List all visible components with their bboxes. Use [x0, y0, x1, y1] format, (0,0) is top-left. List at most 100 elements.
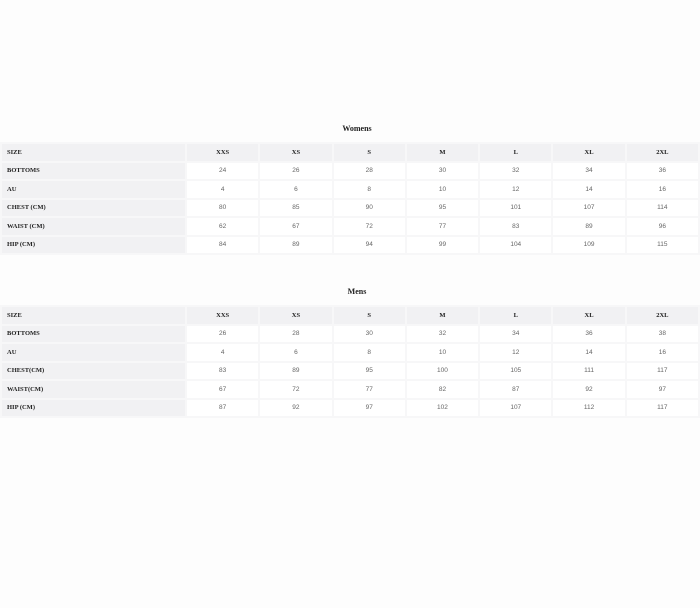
- table-cell: 12: [480, 181, 552, 198]
- table-cell: 97: [333, 399, 405, 416]
- table-cell: 30: [333, 325, 405, 342]
- size-header: XL: [553, 307, 625, 324]
- table-cell: 107: [553, 199, 625, 216]
- table-cell: 109: [553, 236, 625, 253]
- table-cell: 89: [260, 236, 332, 253]
- table-row: CHEST (CM) 80 85 90 95 101 107 114: [2, 199, 698, 216]
- table-cell: 90: [333, 199, 405, 216]
- row-label: WAIST (CM): [2, 218, 185, 235]
- table-cell: 30: [406, 162, 479, 179]
- size-header: M: [406, 144, 479, 161]
- table-row: BOTTOMS 26 28 30 32 34 36 38: [2, 325, 698, 342]
- table-row: CHEST(CM) 83 89 95 100 105 111 117: [2, 362, 698, 379]
- size-header: XS: [260, 307, 332, 324]
- table-row: HIP (CM) 87 92 97 102 107 112 117: [2, 399, 698, 416]
- table-cell: 96: [626, 218, 698, 235]
- table-cell: 92: [553, 381, 625, 398]
- size-header: M: [406, 307, 479, 324]
- table-cell: 99: [406, 236, 479, 253]
- table-cell: 8: [333, 344, 405, 361]
- table-cell: 97: [626, 381, 698, 398]
- table-cell: 28: [260, 325, 332, 342]
- table-row: AU 4 6 8 10 12 14 16: [2, 344, 698, 361]
- table-cell: 24: [187, 162, 259, 179]
- size-header: XXS: [187, 144, 259, 161]
- header-label: SIZE: [2, 144, 185, 161]
- header-label: SIZE: [2, 307, 185, 324]
- table-cell: 4: [187, 181, 259, 198]
- table-cell: 72: [260, 381, 332, 398]
- size-header: 2XL: [626, 144, 698, 161]
- table-cell: 102: [406, 399, 479, 416]
- table-cell: 95: [333, 362, 405, 379]
- table-cell: 36: [553, 325, 625, 342]
- table-cell: 16: [626, 181, 698, 198]
- table-cell: 95: [406, 199, 479, 216]
- table-row: WAIST(CM) 67 72 77 82 87 92 97: [2, 381, 698, 398]
- table-cell: 34: [553, 162, 625, 179]
- header-row: SIZE XXS XS S M L XL 2XL: [2, 144, 698, 161]
- table-row: WAIST (CM) 62 67 72 77 83 89 96: [2, 218, 698, 235]
- table-cell: 85: [260, 199, 332, 216]
- table-cell: 38: [626, 325, 698, 342]
- row-label: CHEST(CM): [2, 362, 185, 379]
- table-cell: 6: [260, 181, 332, 198]
- table-cell: 14: [553, 344, 625, 361]
- size-header: XL: [553, 144, 625, 161]
- table-cell: 8: [333, 181, 405, 198]
- mens-size-table: SIZE XXS XS S M L XL 2XL BOTTOMS 26 28 30 32 34 36 38 AU…: [0, 305, 700, 418]
- table-cell: 114: [626, 199, 698, 216]
- row-label: AU: [2, 181, 185, 198]
- table-cell: 107: [480, 399, 552, 416]
- table-cell: 32: [480, 162, 552, 179]
- table-cell: 105: [480, 362, 552, 379]
- table-cell: 84: [187, 236, 259, 253]
- table-cell: 117: [626, 362, 698, 379]
- row-label: BOTTOMS: [2, 162, 185, 179]
- row-label: CHEST (CM): [2, 199, 185, 216]
- table-cell: 104: [480, 236, 552, 253]
- table-cell: 4: [187, 344, 259, 361]
- header-row: SIZE XXS XS S M L XL 2XL: [2, 307, 698, 324]
- table-cell: 94: [333, 236, 405, 253]
- table-cell: 92: [260, 399, 332, 416]
- table-cell: 36: [626, 162, 698, 179]
- table-cell: 10: [406, 344, 479, 361]
- table-cell: 26: [260, 162, 332, 179]
- table-cell: 16: [626, 344, 698, 361]
- table-cell: 6: [260, 344, 332, 361]
- size-header: S: [333, 307, 405, 324]
- table-cell: 32: [406, 325, 479, 342]
- table-cell: 77: [333, 381, 405, 398]
- table-cell: 72: [333, 218, 405, 235]
- row-label: HIP (CM): [2, 399, 185, 416]
- table-cell: 87: [187, 399, 259, 416]
- size-header: 2XL: [626, 307, 698, 324]
- table-cell: 28: [333, 162, 405, 179]
- table-cell: 62: [187, 218, 259, 235]
- row-label: WAIST(CM): [2, 381, 185, 398]
- size-header: L: [480, 307, 552, 324]
- table-cell: 100: [406, 362, 479, 379]
- table-cell: 34: [480, 325, 552, 342]
- table-cell: 82: [406, 381, 479, 398]
- table-cell: 26: [187, 325, 259, 342]
- table-cell: 10: [406, 181, 479, 198]
- table-cell: 67: [187, 381, 259, 398]
- table-cell: 89: [553, 218, 625, 235]
- womens-size-table: SIZE XXS XS S M L XL 2XL BOTTOMS 24 26 28 30 32 34 36 AU…: [0, 142, 700, 255]
- table-cell: 115: [626, 236, 698, 253]
- size-header: XS: [260, 144, 332, 161]
- table-cell: 112: [553, 399, 625, 416]
- size-header: L: [480, 144, 552, 161]
- table-cell: 87: [480, 381, 552, 398]
- table-row: HIP (CM) 84 89 94 99 104 109 115: [2, 236, 698, 253]
- table-cell: 111: [553, 362, 625, 379]
- row-label: AU: [2, 344, 185, 361]
- table-cell: 83: [480, 218, 552, 235]
- table-cell: 83: [187, 362, 259, 379]
- size-header: S: [333, 144, 405, 161]
- row-label: HIP (CM): [2, 236, 185, 253]
- table-row: BOTTOMS 24 26 28 30 32 34 36: [2, 162, 698, 179]
- table-title: Mens: [347, 287, 367, 296]
